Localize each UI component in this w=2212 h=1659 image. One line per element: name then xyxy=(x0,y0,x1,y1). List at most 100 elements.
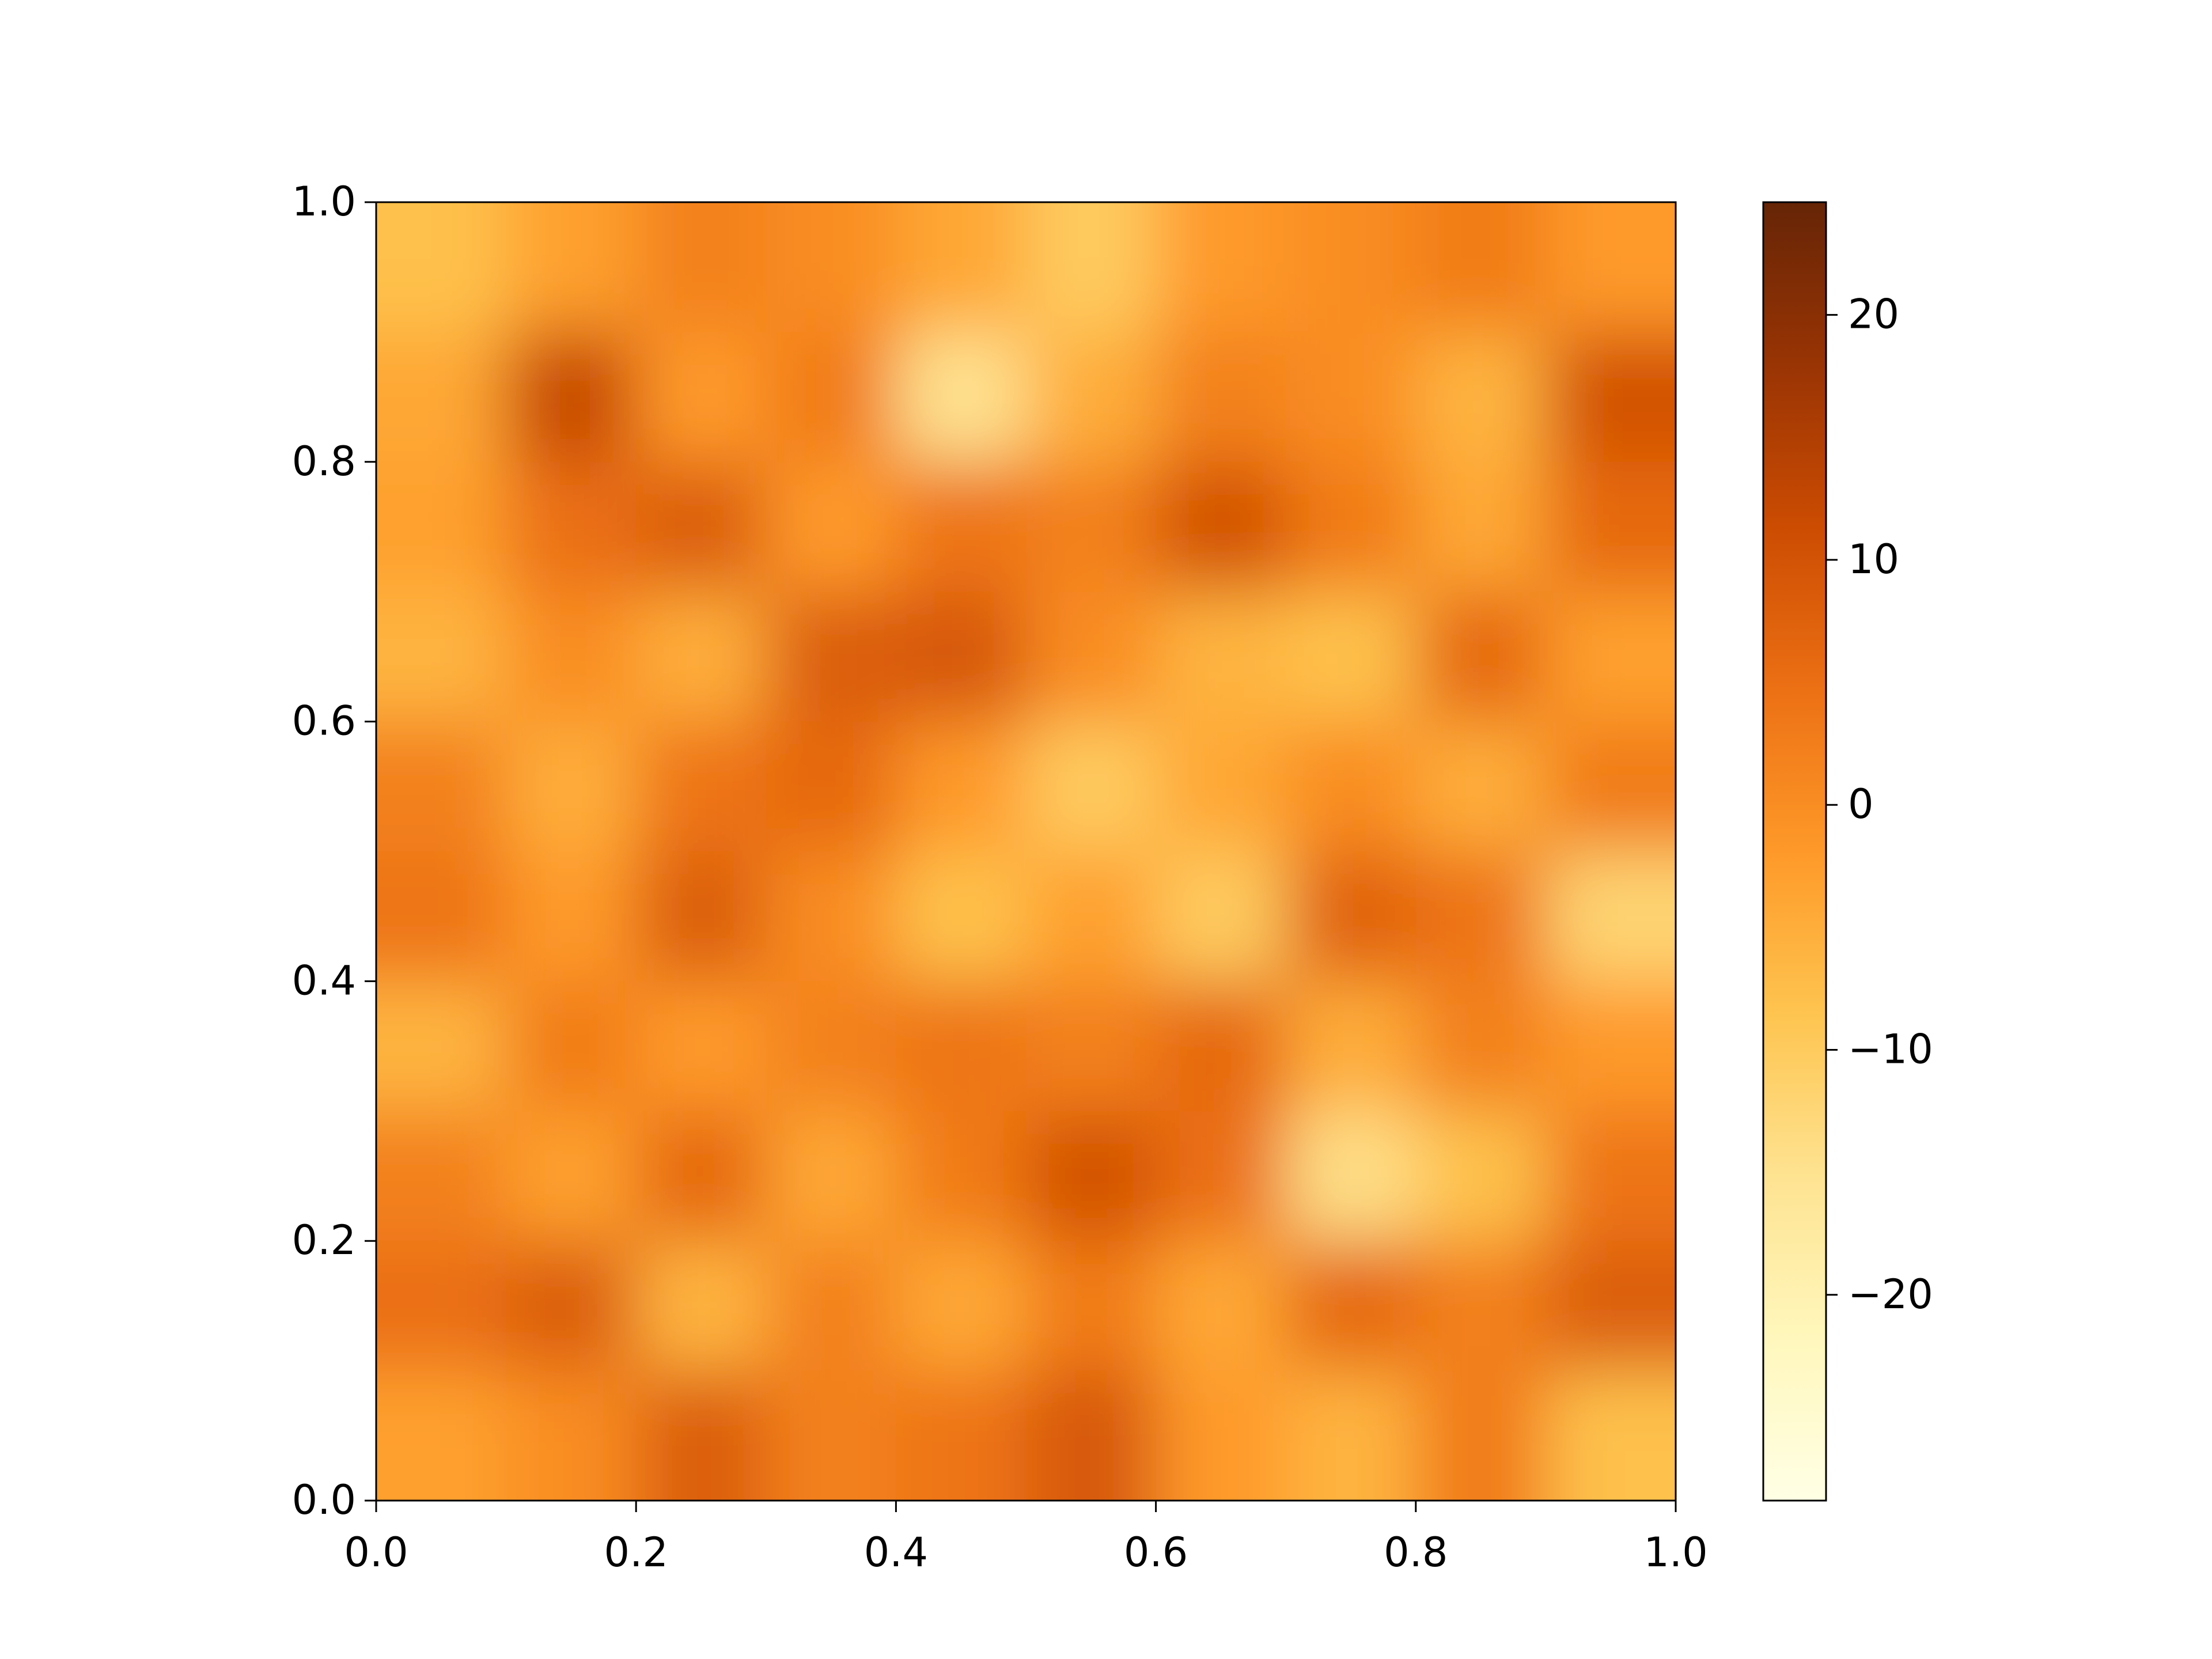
heat-cell xyxy=(1546,851,1676,982)
heat-cell xyxy=(766,1370,897,1501)
heat-cell xyxy=(1546,981,1676,1112)
heat-cell xyxy=(766,981,897,1112)
heat-cell xyxy=(1415,981,1547,1112)
heat-cell xyxy=(1156,592,1287,722)
heat-cell xyxy=(1026,461,1157,593)
heat-cell xyxy=(1415,1241,1547,1372)
x-tick-label: 0.8 xyxy=(1384,1529,1448,1576)
heat-cell xyxy=(1026,332,1157,463)
colorbar xyxy=(1762,201,1827,1502)
heat-cell xyxy=(1286,1241,1416,1372)
heat-cell xyxy=(1415,851,1547,982)
heat-cell xyxy=(1026,592,1157,722)
heat-cell xyxy=(1156,851,1287,982)
heat-cell xyxy=(1286,1111,1416,1242)
heat-cell xyxy=(1546,461,1676,593)
heat-cell xyxy=(506,332,637,463)
heat-cell xyxy=(636,461,767,593)
heat-cell xyxy=(1026,981,1157,1112)
heat-cell xyxy=(896,1370,1027,1501)
heat-cell xyxy=(506,981,637,1112)
heat-cell xyxy=(766,202,897,333)
heat-cell xyxy=(896,981,1027,1112)
heat-cell xyxy=(506,1241,637,1372)
heat-cell xyxy=(636,202,767,333)
heat-cell xyxy=(896,202,1027,333)
x-tick-label: 0.0 xyxy=(344,1529,408,1576)
heat-cell xyxy=(896,1111,1027,1242)
heat-cell xyxy=(766,461,897,593)
heat-cell xyxy=(1156,1111,1287,1242)
x-tick-label: 0.2 xyxy=(604,1529,668,1576)
y-tick-label: 0.6 xyxy=(292,698,356,745)
heat-cell xyxy=(896,461,1027,593)
heat-cell xyxy=(1546,332,1676,463)
heat-cell xyxy=(1026,1241,1157,1372)
heat-cell xyxy=(766,332,897,463)
heat-cell xyxy=(1156,981,1287,1112)
heat-cell xyxy=(766,1241,897,1372)
colorbar-tick-label: 0 xyxy=(1848,781,1874,828)
heat-cell xyxy=(506,721,637,852)
heat-cell xyxy=(506,202,637,333)
heat-cell xyxy=(1156,332,1287,463)
heat-cell xyxy=(1546,1111,1676,1242)
heat-cell xyxy=(1286,332,1416,463)
heat-cell xyxy=(1026,851,1157,982)
colorbar-tick-label: −10 xyxy=(1848,1026,1933,1073)
heat-cell xyxy=(376,332,507,463)
heat-cell xyxy=(506,1370,637,1501)
heat-cell xyxy=(1415,1111,1547,1242)
heat-cell xyxy=(1415,592,1547,722)
heat-cell xyxy=(1286,721,1416,852)
heat-cell xyxy=(376,592,507,722)
heat-cell xyxy=(376,461,507,593)
heat-cell xyxy=(1415,721,1547,852)
y-tick-label: 0.4 xyxy=(292,957,356,1004)
heat-cell xyxy=(376,1111,507,1242)
heat-cell xyxy=(1546,721,1676,852)
heat-cell xyxy=(376,202,507,333)
heat-cell xyxy=(636,1241,767,1372)
y-tick-label: 0.8 xyxy=(292,438,356,485)
heat-cell xyxy=(1415,202,1547,333)
heat-cell xyxy=(636,592,767,722)
x-tick-label: 1.0 xyxy=(1643,1529,1707,1576)
heat-cell xyxy=(506,592,637,722)
heat-cell xyxy=(376,981,507,1112)
heat-cell xyxy=(1026,1370,1157,1501)
heat-cell xyxy=(1156,1241,1287,1372)
heat-cell xyxy=(1546,202,1676,333)
heat-cell xyxy=(376,1370,507,1501)
x-tick-label: 0.6 xyxy=(1124,1529,1188,1576)
heat-cell xyxy=(896,721,1027,852)
heat-cell xyxy=(1156,1370,1287,1501)
heat-cell xyxy=(1546,1241,1676,1372)
heat-cell xyxy=(896,592,1027,722)
y-tick-label: 0.2 xyxy=(292,1217,356,1264)
heat-cell xyxy=(1026,1111,1157,1242)
heat-cell xyxy=(506,851,637,982)
heat-cell xyxy=(1286,981,1416,1112)
heat-cell xyxy=(636,981,767,1112)
heat-cell xyxy=(376,851,507,982)
y-tick-label: 0.0 xyxy=(292,1476,356,1524)
heat-cell xyxy=(1546,592,1676,722)
heatmap xyxy=(376,202,1676,1501)
heat-cell xyxy=(1286,461,1416,593)
heat-cell xyxy=(506,461,637,593)
heat-cell xyxy=(766,1111,897,1242)
heat-cell xyxy=(1415,1370,1547,1501)
heat-cell xyxy=(1156,721,1287,852)
heat-cell xyxy=(766,851,897,982)
heat-cell xyxy=(1286,1370,1416,1501)
heat-cell xyxy=(896,851,1027,982)
heat-cell xyxy=(636,851,767,982)
heat-cell xyxy=(1286,592,1416,722)
heat-cell xyxy=(1286,202,1416,333)
x-tick-label: 0.4 xyxy=(864,1529,928,1576)
heat-cell xyxy=(376,721,507,852)
heat-cell xyxy=(636,1370,767,1501)
heat-cell xyxy=(636,1111,767,1242)
